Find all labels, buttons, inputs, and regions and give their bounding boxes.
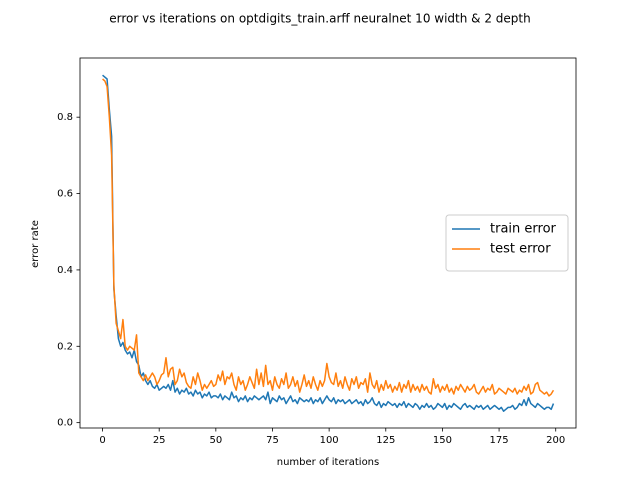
y-tick-label: 0.8: [57, 112, 73, 123]
series-line: [102, 74, 555, 412]
y-tick-label: 0.4: [57, 265, 73, 276]
y-tick-label: 0.6: [57, 189, 73, 200]
x-tick-label: 50: [209, 435, 222, 446]
x-tick-label: 125: [376, 435, 395, 446]
y-axis-label: error rate: [30, 220, 41, 268]
x-tick-label: 100: [320, 435, 339, 446]
x-tick-label: 25: [153, 435, 166, 446]
x-tick-label: 0: [99, 435, 105, 446]
x-axis-label: number of iterations: [277, 457, 379, 468]
y-tick-label: 0.0: [57, 418, 73, 429]
x-tick-label: 175: [490, 435, 509, 446]
chart-title: error vs iterations on optdigits_train.a…: [109, 12, 530, 26]
x-tick-label: 150: [433, 435, 452, 446]
series-line: [102, 78, 555, 397]
legend-label: train error: [490, 222, 557, 237]
legend-label: test error: [490, 242, 551, 257]
x-tick-label: 75: [266, 435, 279, 446]
plot-frame: [79, 57, 577, 429]
y-tick-label: 0.2: [57, 341, 73, 352]
x-tick-label: 200: [546, 435, 565, 446]
